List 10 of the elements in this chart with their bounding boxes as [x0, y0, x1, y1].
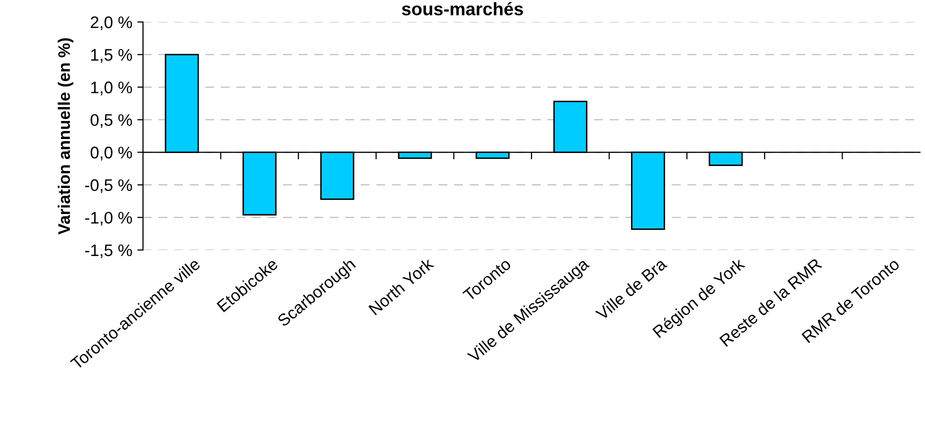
y-axis-title: Variation annuelle (en %)	[58, 38, 74, 235]
y-tick-label: -1,0 %	[85, 212, 132, 226]
y-tick-label: -1,5 %	[85, 244, 132, 258]
y-tick-label: 1,0 %	[91, 82, 132, 96]
chart-title: sous-marchés	[402, 2, 523, 16]
y-tick-label: 0,0 %	[90, 146, 132, 160]
y-tick-label: 0,5 %	[90, 114, 132, 128]
y-tick-label: 1,5 %	[91, 49, 132, 63]
y-tick-label: 2,0 %	[90, 16, 132, 30]
y-tick-label: -0,5 %	[85, 179, 132, 194]
